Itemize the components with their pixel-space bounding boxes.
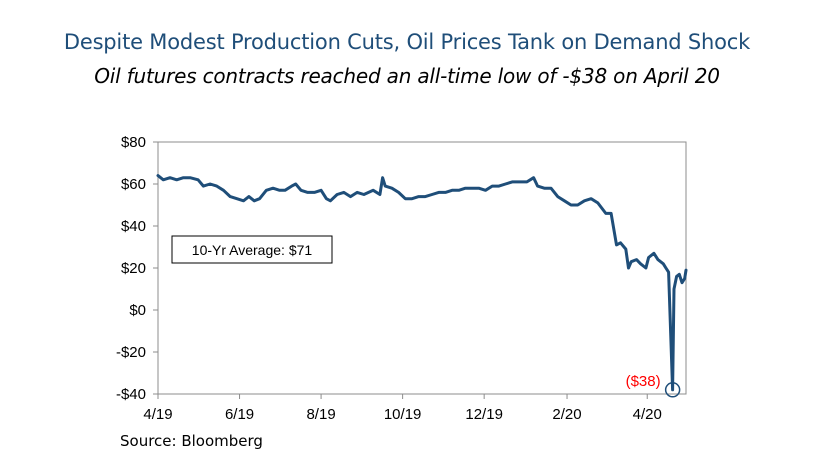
low-point-marker xyxy=(664,382,681,398)
chart-title: Despite Modest Production Cuts, Oil Pric… xyxy=(63,30,751,54)
x-tick-label: 10/19 xyxy=(384,406,422,423)
y-tick-label: $80 xyxy=(121,134,146,151)
source-note: Source: Bloomberg xyxy=(120,432,263,450)
x-tick-label: 2/20 xyxy=(552,406,581,423)
x-tick-label: 12/19 xyxy=(465,406,503,423)
y-tick-label: -$20 xyxy=(116,344,146,361)
low-point-label: ($38) xyxy=(626,373,661,390)
average-annotation-box xyxy=(171,235,333,264)
y-tick-label: $20 xyxy=(121,260,146,277)
plot-area-frame xyxy=(157,141,687,395)
y-tick-label: $60 xyxy=(121,176,146,193)
x-tick-label: 4/20 xyxy=(633,406,662,423)
average-annotation-text: 10-Yr Average: $71 xyxy=(192,242,313,258)
oil-price-line xyxy=(156,174,688,392)
x-tick-label: 6/19 xyxy=(225,406,254,423)
y-tick-label: $0 xyxy=(129,302,146,319)
y-tick-label: $40 xyxy=(121,218,146,235)
x-tick-label: 4/19 xyxy=(143,406,172,423)
x-tick-label: 8/19 xyxy=(306,406,335,423)
y-tick-label: -$40 xyxy=(116,386,146,403)
chart-subtitle: Oil futures contracts reached an all-tim… xyxy=(94,64,720,88)
